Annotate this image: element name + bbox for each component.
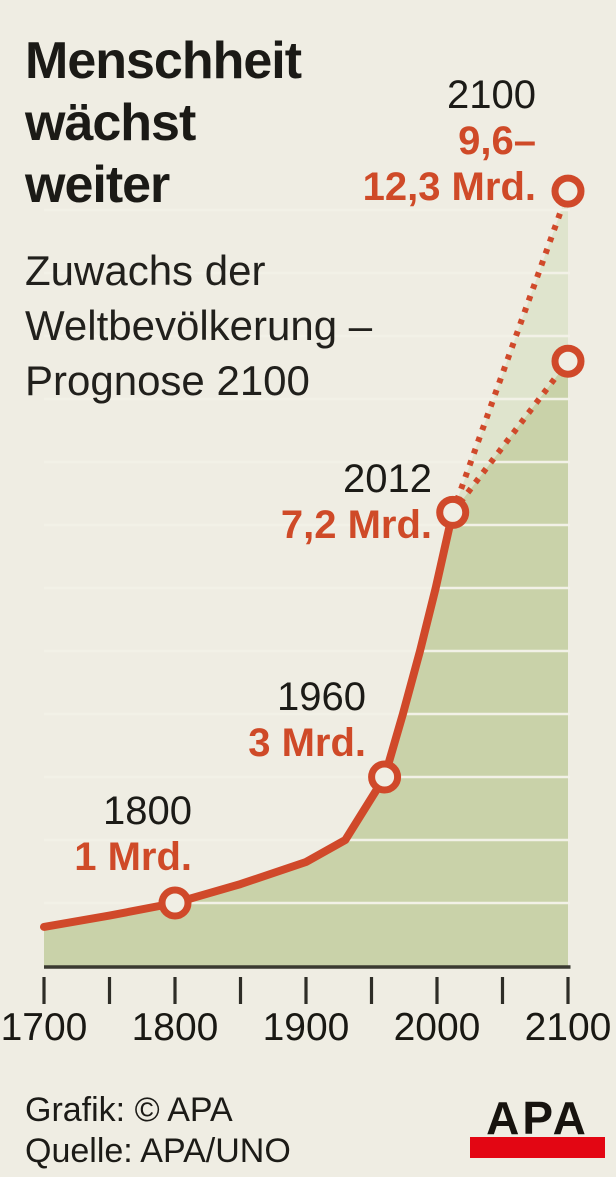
annotation-2012: 2012 7,2 Mrd. <box>281 456 432 548</box>
x-axis-tick-label: 1900 <box>262 1006 350 1049</box>
data-point-marker <box>368 760 402 794</box>
x-axis-tick-label: 1700 <box>0 1006 88 1049</box>
annotation-year: 1800 <box>103 789 192 833</box>
apa-logo: APA <box>470 1092 605 1158</box>
annotation-1800: 1800 1 Mrd. <box>74 788 192 880</box>
data-point-marker <box>436 495 470 529</box>
annotation-year: 2012 <box>343 457 432 501</box>
title-line-1: Menschheit <box>25 32 302 90</box>
subtitle-line-3: Prognose 2100 <box>25 357 310 404</box>
page-title: Menschheit wächst weiter <box>25 30 302 216</box>
title-line-2: wächst <box>25 94 196 152</box>
annotation-year: 1960 <box>277 675 366 719</box>
subtitle-line-2: Weltbevölkerung – <box>25 302 373 349</box>
x-axis-tick-label: 1800 <box>131 1006 219 1049</box>
data-point-marker <box>551 344 585 378</box>
annotation-value: 1 Mrd. <box>74 835 192 879</box>
annotation-value: 9,6– <box>458 119 536 163</box>
projection-band <box>452 191 568 513</box>
chart-subtitle: Zuwachs der Weltbevölkerung – Prognose 2… <box>25 243 372 408</box>
data-point-marker <box>158 886 192 920</box>
population-area <box>44 361 568 966</box>
apa-logo-text: APA <box>486 1092 589 1144</box>
x-axis-tick-label: 2000 <box>393 1006 481 1049</box>
credit-quelle: Quelle: APA/UNO <box>25 1132 291 1170</box>
credit-grafik: Grafik: © APA <box>25 1091 233 1129</box>
credits: Grafik: © APA Quelle: APA/UNO <box>25 1090 291 1172</box>
annotation-year: 2100 <box>447 73 536 117</box>
annotation-value: 12,3 Mrd. <box>362 165 536 209</box>
annotation-1960: 1960 3 Mrd. <box>248 674 366 766</box>
annotation-value: 7,2 Mrd. <box>280 503 432 547</box>
data-point-marker <box>551 174 585 208</box>
title-line-3: weiter <box>25 156 170 214</box>
annotation-value: 3 Mrd. <box>248 721 366 765</box>
annotation-2100: 2100 9,6– 12,3 Mrd. <box>363 72 536 210</box>
apa-logo-bar <box>470 1137 605 1158</box>
subtitle-line-1: Zuwachs der <box>25 247 266 294</box>
x-axis-tick-label: 2100 <box>524 1006 612 1049</box>
population-line <box>40 508 457 931</box>
